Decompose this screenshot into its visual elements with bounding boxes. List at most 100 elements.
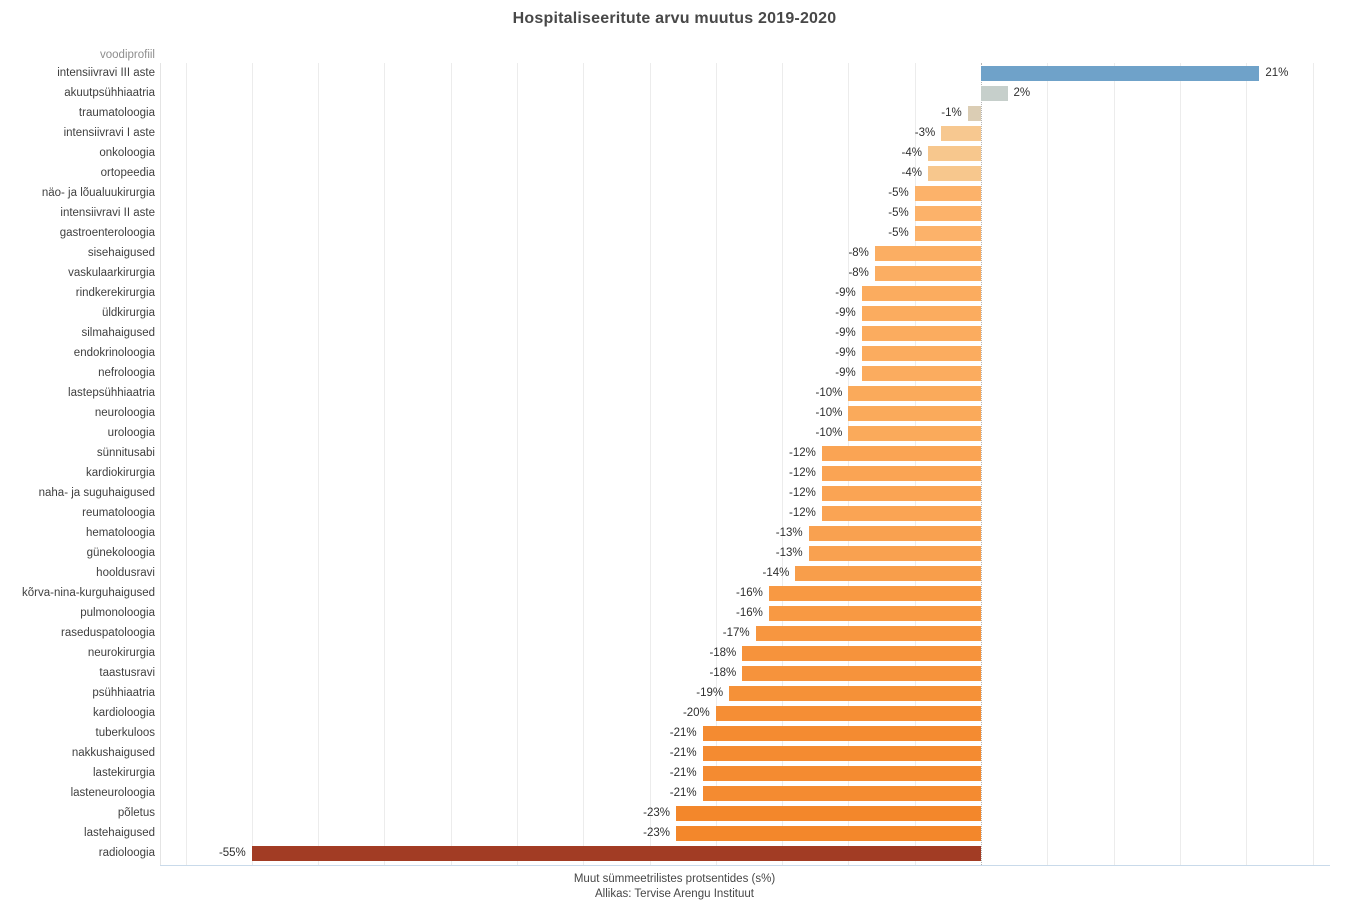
gridline xyxy=(1179,63,1181,865)
bar[interactable] xyxy=(768,586,981,601)
bar-value-label: -10% xyxy=(815,427,843,439)
column-header-voodiprofiil: voodiprofiil xyxy=(100,49,155,61)
bar-value-label: -55% xyxy=(218,847,246,859)
bar[interactable] xyxy=(702,726,981,741)
bar-value-label: 21% xyxy=(1265,67,1289,79)
bar-value-label: -23% xyxy=(643,827,670,839)
bar[interactable] xyxy=(914,206,981,221)
bar[interactable] xyxy=(861,326,981,341)
bar[interactable] xyxy=(967,106,981,121)
gridline xyxy=(185,63,187,865)
bar-value-label: -13% xyxy=(775,527,803,539)
bar-value-label: -23% xyxy=(643,807,670,819)
bar[interactable] xyxy=(848,426,981,441)
category-label: traumatoloogia xyxy=(78,107,155,119)
category-label: neuroloogia xyxy=(94,407,155,419)
gridline xyxy=(1246,63,1248,865)
bar-value-label: -12% xyxy=(789,487,816,499)
bar-value-label: -9% xyxy=(835,347,856,359)
bar[interactable] xyxy=(808,526,981,541)
bar[interactable] xyxy=(928,146,981,161)
category-label: gastroenteroloogia xyxy=(59,227,155,239)
gridline xyxy=(914,63,916,865)
bar[interactable] xyxy=(702,766,981,781)
bar-value-label: -17% xyxy=(722,627,750,639)
bar-value-label: -16% xyxy=(736,607,763,619)
category-label: radioloogia xyxy=(98,847,155,859)
gridline xyxy=(384,63,386,865)
bar[interactable] xyxy=(928,166,981,181)
category-label: lastehaigused xyxy=(84,827,155,839)
category-label: uroloogia xyxy=(107,427,155,439)
bar[interactable] xyxy=(861,286,981,301)
category-label: nakkushaigused xyxy=(71,747,155,759)
gridline xyxy=(1312,63,1314,865)
bar[interactable] xyxy=(981,86,1008,101)
bar[interactable] xyxy=(755,626,981,641)
bar[interactable] xyxy=(981,66,1260,81)
bar-value-label: -13% xyxy=(775,547,803,559)
bar[interactable] xyxy=(251,846,981,861)
bar[interactable] xyxy=(914,226,981,241)
bar[interactable] xyxy=(941,126,981,141)
bar-value-label: -16% xyxy=(736,587,763,599)
category-label: onkoloogia xyxy=(99,147,155,159)
category-label: naha- ja suguhaigused xyxy=(38,487,155,499)
category-label: raseduspatoloogia xyxy=(61,627,155,639)
bar[interactable] xyxy=(861,306,981,321)
bar-value-label: -21% xyxy=(669,727,697,739)
bar[interactable] xyxy=(702,786,981,801)
category-label: psühhiaatria xyxy=(92,687,155,699)
bar[interactable] xyxy=(874,266,981,281)
bar[interactable] xyxy=(861,346,981,361)
category-label: kardioloogia xyxy=(92,707,155,719)
bar[interactable] xyxy=(676,806,981,821)
category-label: rindkerekirurgia xyxy=(75,287,155,299)
bar-value-label: -1% xyxy=(941,107,962,119)
bar-value-label: -10% xyxy=(815,387,843,399)
bar[interactable] xyxy=(914,186,981,201)
bar[interactable] xyxy=(742,646,981,661)
bar[interactable] xyxy=(742,666,981,681)
bar-value-label: -19% xyxy=(696,687,724,699)
bar[interactable] xyxy=(808,546,981,561)
gridline xyxy=(649,63,651,865)
bar[interactable] xyxy=(848,406,981,421)
gridline xyxy=(251,63,253,865)
bar[interactable] xyxy=(874,246,981,261)
bar[interactable] xyxy=(861,366,981,381)
bar-value-label: -10% xyxy=(815,407,843,419)
bar[interactable] xyxy=(821,486,981,501)
bar-value-label: -8% xyxy=(848,267,869,279)
bar-value-label: -8% xyxy=(848,247,869,259)
bar-value-label: -5% xyxy=(888,207,909,219)
bar-value-label: -9% xyxy=(835,327,856,339)
category-label: põletus xyxy=(117,807,155,819)
bar-value-label: -4% xyxy=(901,167,922,179)
bar[interactable] xyxy=(676,826,981,841)
x-axis-line xyxy=(160,865,1330,866)
gridline xyxy=(318,63,319,865)
bar-value-label: -9% xyxy=(835,287,856,299)
category-label: hematoloogia xyxy=(85,527,155,539)
category-label: nefroloogia xyxy=(98,367,155,379)
bar[interactable] xyxy=(821,446,981,461)
category-label: intensiivravi II aste xyxy=(60,207,155,219)
bar[interactable] xyxy=(821,506,981,521)
category-label: akuutpsühhiaatria xyxy=(64,87,155,99)
bar[interactable] xyxy=(768,606,981,621)
category-label: kardiokirurgia xyxy=(85,467,155,479)
bar-value-label: -14% xyxy=(762,567,790,579)
bar-value-label: 2% xyxy=(1013,87,1031,99)
bar[interactable] xyxy=(715,706,981,721)
category-label: lasteneuroloogia xyxy=(70,787,155,799)
bar[interactable] xyxy=(821,466,981,481)
bar-value-label: -21% xyxy=(669,787,697,799)
category-label: endokrinoloogia xyxy=(73,347,155,359)
bar[interactable] xyxy=(795,566,981,581)
bar[interactable] xyxy=(729,686,981,701)
gridline xyxy=(583,63,585,865)
bar[interactable] xyxy=(702,746,981,761)
bar-value-label: -9% xyxy=(835,307,856,319)
bar[interactable] xyxy=(848,386,981,401)
